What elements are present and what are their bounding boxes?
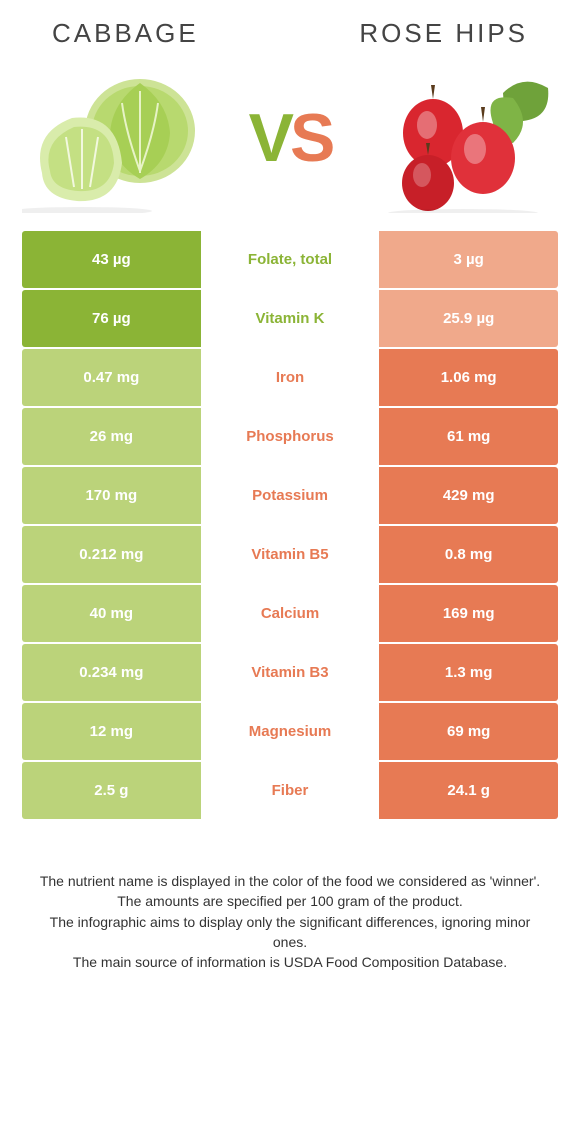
right-value: 25.9 µg: [379, 290, 558, 347]
vs-label: VS: [249, 104, 332, 172]
left-value: 0.212 mg: [22, 526, 201, 583]
right-value: 429 mg: [379, 467, 558, 524]
right-value: 169 mg: [379, 585, 558, 642]
left-value: 43 µg: [22, 231, 201, 288]
food-left-title: Cabbage: [52, 18, 199, 49]
nutrient-name: Vitamin B5: [201, 526, 380, 583]
table-row: 12 mgMagnesium69 mg: [22, 703, 558, 762]
nutrient-name: Magnesium: [201, 703, 380, 760]
table-row: 26 mgPhosphorus61 mg: [22, 408, 558, 467]
table-row: 0.234 mgVitamin B31.3 mg: [22, 644, 558, 703]
table-row: 2.5 gFiber24.1 g: [22, 762, 558, 821]
nutrient-name: Vitamin K: [201, 290, 380, 347]
left-value: 0.234 mg: [22, 644, 201, 701]
table-row: 0.47 mgIron1.06 mg: [22, 349, 558, 408]
nutrient-name: Vitamin B3: [201, 644, 380, 701]
nutrient-name: Folate, total: [201, 231, 380, 288]
images-row: VS: [22, 55, 558, 231]
left-value: 26 mg: [22, 408, 201, 465]
rosehips-icon: [373, 63, 558, 213]
left-value: 2.5 g: [22, 762, 201, 819]
titles-row: Cabbage Rose Hips: [22, 18, 558, 55]
footer-line: The nutrient name is displayed in the co…: [32, 871, 548, 891]
food-right-title: Rose Hips: [359, 18, 528, 49]
table-row: 0.212 mgVitamin B50.8 mg: [22, 526, 558, 585]
nutrient-name: Potassium: [201, 467, 380, 524]
footer-notes: The nutrient name is displayed in the co…: [22, 821, 558, 972]
nutrient-name: Calcium: [201, 585, 380, 642]
table-row: 40 mgCalcium169 mg: [22, 585, 558, 644]
table-row: 170 mgPotassium429 mg: [22, 467, 558, 526]
table-row: 76 µgVitamin K25.9 µg: [22, 290, 558, 349]
cabbage-icon: [22, 63, 207, 213]
right-value: 0.8 mg: [379, 526, 558, 583]
nutrient-name: Fiber: [201, 762, 380, 819]
right-value: 24.1 g: [379, 762, 558, 819]
left-value: 76 µg: [22, 290, 201, 347]
left-value: 40 mg: [22, 585, 201, 642]
left-value: 12 mg: [22, 703, 201, 760]
right-value: 69 mg: [379, 703, 558, 760]
vs-s: S: [290, 100, 331, 176]
left-value: 170 mg: [22, 467, 201, 524]
nutrient-name: Phosphorus: [201, 408, 380, 465]
footer-line: The infographic aims to display only the…: [32, 912, 548, 953]
right-value: 61 mg: [379, 408, 558, 465]
nutrient-table: 43 µgFolate, total3 µg76 µgVitamin K25.9…: [22, 231, 558, 821]
right-value: 1.3 mg: [379, 644, 558, 701]
left-value: 0.47 mg: [22, 349, 201, 406]
footer-line: The amounts are specified per 100 gram o…: [32, 891, 548, 911]
vs-v: V: [249, 100, 290, 176]
right-value: 3 µg: [379, 231, 558, 288]
right-value: 1.06 mg: [379, 349, 558, 406]
table-row: 43 µgFolate, total3 µg: [22, 231, 558, 290]
footer-line: The main source of information is USDA F…: [32, 952, 548, 972]
nutrient-name: Iron: [201, 349, 380, 406]
